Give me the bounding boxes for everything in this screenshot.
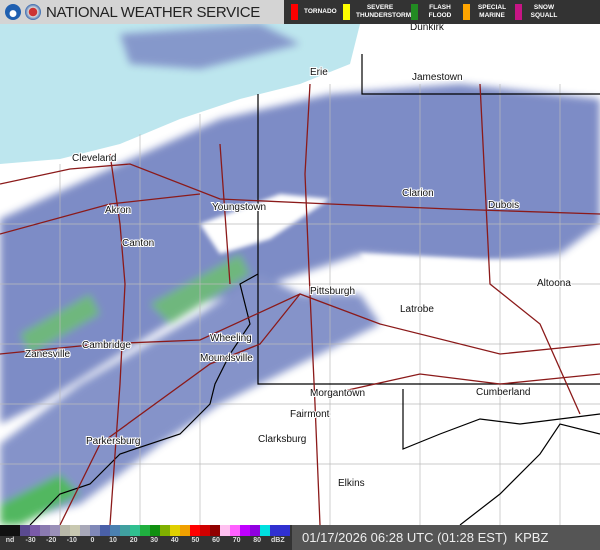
color-bar-segment	[240, 525, 250, 536]
tick-label: 10	[109, 537, 117, 544]
color-bar-segment	[170, 525, 180, 536]
tick-label: nd	[5, 537, 15, 544]
city-label: Clarksburg	[258, 434, 306, 445]
city-label: Wheeling	[210, 333, 252, 344]
color-bar-segment	[90, 525, 100, 536]
color-bar-segment	[230, 525, 240, 536]
timestamp: 01/17/2026 06:28 UTC (01:28 EST) KPBZ	[292, 525, 600, 550]
color-bar-segment	[200, 525, 210, 536]
tick-label: 40	[170, 537, 179, 544]
warning-swatch	[291, 4, 298, 20]
warning-snow-squall: SNOW SQUALL	[515, 0, 560, 24]
radar-site: KPBZ	[514, 530, 549, 545]
color-bar-segment	[210, 525, 220, 536]
color-bar-segment	[270, 525, 280, 536]
city-label: Cleveland	[72, 153, 116, 164]
state-borders	[29, 54, 600, 525]
color-bar-segment	[50, 525, 60, 536]
warning-special-marine: SPECIAL MARINE	[463, 0, 508, 24]
color-bar-segment	[220, 525, 230, 536]
lake-erie	[0, 24, 360, 164]
city-label: Zanesville	[25, 349, 70, 360]
warning-legend: TORNADO SEVERE THUNDERSTORM FLASH FLOOD SPE…	[284, 0, 600, 24]
tick-label: dBZ	[270, 537, 285, 544]
color-bar-segment	[70, 525, 80, 536]
color-bar-segment	[260, 525, 270, 536]
city-label: Cambridge	[82, 340, 131, 351]
tick-label: -30	[25, 537, 36, 544]
tick-label: 70	[232, 537, 241, 544]
footer: nd -30 -20 -10 0 10 20 30 40 50 60 70 80 dBZ 01/17/20…	[0, 525, 600, 550]
color-bar-segment	[160, 525, 170, 536]
page-title: NATIONAL WEATHER SERVICE	[46, 3, 260, 21]
warning-swatch	[463, 4, 470, 20]
color-bar-segment	[30, 525, 40, 536]
warning-label: SEVERE THUNDERSTORM	[356, 4, 412, 19]
warning-swatch	[515, 4, 522, 20]
color-bar-segment	[150, 525, 160, 536]
tick-label: 0	[90, 537, 95, 544]
city-label: Altoona	[537, 278, 571, 289]
tick-label: 50	[191, 537, 200, 544]
city-label: Dubois	[488, 200, 519, 211]
city-label: Latrobe	[400, 304, 434, 315]
warning-label: FLASH FLOOD	[428, 4, 452, 19]
header: NATIONAL WEATHER SERVICE TORNADO SEVERE T…	[0, 0, 600, 24]
color-bar-segment	[120, 525, 130, 536]
highways	[0, 83, 600, 525]
tick-label: 30	[150, 537, 159, 544]
city-label: Erie	[310, 67, 328, 78]
color-bar-segment	[100, 525, 110, 536]
city-label: Jamestown	[412, 72, 463, 83]
city-label: Canton	[122, 238, 154, 249]
city-labels: Dunkirk Erie Jamestown Cleveland Akron Y…	[24, 24, 572, 490]
warning-tornado: TORNADO	[291, 0, 337, 24]
color-bar-segment	[130, 525, 140, 536]
nws-logo	[25, 4, 41, 20]
warning-swatch	[411, 4, 418, 20]
city-label: Moundsville	[200, 353, 253, 364]
city-label: Dunkirk	[410, 24, 445, 33]
city-label: Pittsburgh	[310, 286, 355, 297]
warning-label: SPECIAL MARINE	[477, 4, 507, 19]
city-label: Akron	[105, 205, 131, 216]
color-bar-segment	[140, 525, 150, 536]
warning-swatch	[343, 4, 350, 20]
color-bar-segment	[250, 525, 260, 536]
tick-label: 60	[212, 537, 220, 544]
color-bar-segment	[190, 525, 200, 536]
color-bar-segment	[280, 525, 290, 536]
city-label: Fairmont	[290, 409, 330, 420]
color-bar-segment	[110, 525, 120, 536]
radar-map[interactable]: Dunkirk Erie Jamestown Cleveland Akron Y…	[0, 24, 600, 525]
city-label: Clarion	[402, 188, 434, 199]
color-bar-segment	[80, 525, 90, 536]
warning-label: SNOW SQUALL	[530, 4, 558, 19]
city-label: Parkersburg	[86, 436, 140, 447]
tick-label: -20	[46, 537, 57, 544]
city-label: Morgantown	[310, 388, 365, 399]
tick-label: 80	[253, 537, 262, 544]
noaa-logo	[5, 4, 21, 20]
color-bar-segment	[40, 525, 50, 536]
tick-label: 20	[129, 537, 138, 544]
dbz-color-bar	[0, 525, 290, 536]
city-label: Elkins	[338, 478, 365, 489]
color-bar-segment	[0, 525, 10, 536]
timestamp-text: 01/17/2026 06:28 UTC (01:28 EST)	[302, 530, 508, 545]
warning-flash-flood: FLASH FLOOD	[411, 0, 456, 24]
color-bar-segment	[60, 525, 70, 536]
color-bar-segment	[20, 525, 30, 536]
city-label: Youngstown	[212, 202, 266, 213]
tick-label: -10	[66, 537, 77, 544]
warning-severe-thunderstorm: SEVERE THUNDERSTORM	[343, 0, 412, 24]
county-lines	[0, 84, 600, 525]
color-bar-segment	[10, 525, 20, 536]
warning-label: TORNADO	[304, 8, 337, 15]
city-label: Cumberland	[476, 387, 530, 398]
color-bar-segment	[180, 525, 190, 536]
